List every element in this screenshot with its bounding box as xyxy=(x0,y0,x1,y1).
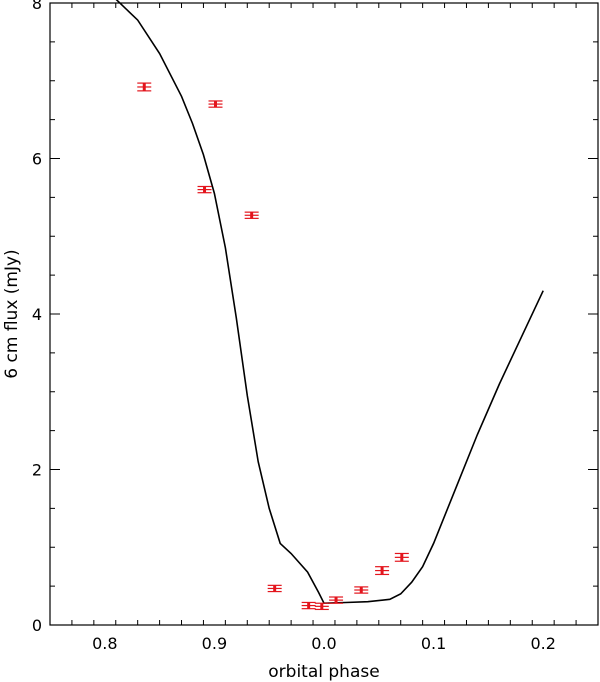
model-curve xyxy=(115,0,544,605)
y-tick-label: 2 xyxy=(32,461,42,480)
x-axis-label: orbital phase xyxy=(268,662,379,682)
tick-labels: 0.8 0.9 0.0 0.1 0.2 0 2 4 6 8 xyxy=(32,0,556,653)
y-axis-label: 6 cm flux (mJy) xyxy=(2,249,22,378)
data-point xyxy=(314,602,329,611)
data-point xyxy=(208,100,223,108)
plot-area xyxy=(115,0,544,611)
data-point xyxy=(329,596,344,604)
y-tick-label: 6 xyxy=(32,150,42,169)
data-point xyxy=(197,185,212,194)
axis-ticks xyxy=(49,2,599,626)
x-tick-label: 0.1 xyxy=(421,634,446,653)
x-tick-label: 0.9 xyxy=(202,634,227,653)
data-point xyxy=(375,566,390,576)
data-point xyxy=(137,82,152,92)
x-tick-label: 0.0 xyxy=(311,634,336,653)
data-point xyxy=(244,211,259,219)
y-tick-label: 0 xyxy=(32,616,42,635)
y-tick-label: 8 xyxy=(32,0,42,13)
data-point xyxy=(267,584,282,593)
y-tick-label: 4 xyxy=(32,305,42,324)
x-tick-label: 0.8 xyxy=(92,634,117,653)
x-tick-label: 0.2 xyxy=(530,634,555,653)
data-point xyxy=(354,586,369,594)
data-point xyxy=(394,552,409,562)
plot-frame xyxy=(49,2,599,626)
data-point xyxy=(301,601,316,610)
